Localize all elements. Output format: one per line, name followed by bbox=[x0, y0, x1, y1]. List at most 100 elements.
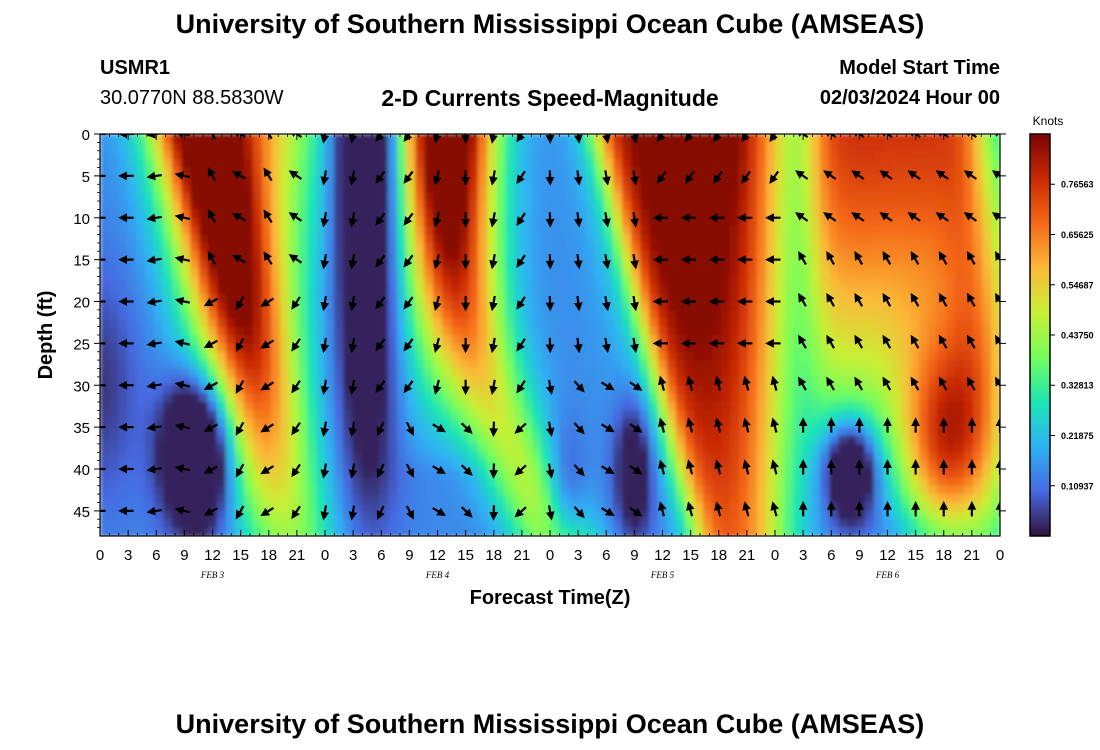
current-arrow bbox=[174, 134, 190, 139]
x-tick-label: 9 bbox=[180, 547, 188, 564]
current-arrow bbox=[405, 421, 414, 436]
station-coords: 30.0770N 88.5830W bbox=[100, 87, 284, 109]
current-arrow bbox=[795, 170, 809, 180]
x-tick-label: 6 bbox=[377, 547, 385, 564]
current-arrow bbox=[516, 170, 526, 185]
current-arrow bbox=[174, 506, 190, 515]
current-arrow bbox=[260, 381, 275, 391]
current-arrow bbox=[291, 421, 301, 436]
current-arrow bbox=[823, 134, 837, 139]
current-arrow bbox=[573, 506, 585, 519]
current-arrow bbox=[403, 296, 414, 310]
current-arrow bbox=[630, 134, 639, 144]
current-arrow bbox=[174, 296, 190, 306]
current-arrow bbox=[375, 254, 386, 268]
current-arrow bbox=[516, 380, 526, 394]
x-tick-label: 9 bbox=[630, 547, 638, 564]
current-arrow bbox=[854, 334, 864, 349]
current-arrow bbox=[146, 381, 162, 390]
current-arrow bbox=[516, 212, 526, 227]
current-arrow bbox=[320, 212, 330, 228]
current-arrow bbox=[260, 339, 275, 349]
chart-subtitle: 2-D Currents Speed-Magnitude bbox=[381, 85, 719, 111]
current-arrow bbox=[995, 334, 1000, 346]
current-arrow bbox=[770, 501, 779, 517]
day-label: FEB 6 bbox=[875, 570, 900, 580]
y-tick-label: 0 bbox=[82, 127, 90, 144]
colorbar-ticks: 0.76563 0.65625 0.54687 0.43750 0.32813 0.218… bbox=[1050, 180, 1094, 491]
current-arrow bbox=[938, 251, 948, 265]
current-arrow bbox=[798, 251, 807, 265]
current-arrow bbox=[432, 254, 442, 270]
current-arrow bbox=[545, 421, 555, 437]
x-tick-label: 15 bbox=[907, 547, 924, 564]
current-arrow bbox=[963, 170, 978, 180]
colorbar-tick-label: 0.54687 bbox=[1061, 280, 1094, 290]
current-arrow bbox=[657, 375, 667, 391]
current-arrow bbox=[714, 375, 723, 391]
current-arrow bbox=[489, 254, 498, 270]
current-arrow bbox=[795, 212, 809, 222]
x-tick-label: 6 bbox=[602, 547, 610, 564]
current-arrow bbox=[573, 295, 583, 312]
current-arrow bbox=[826, 334, 835, 349]
current-arrow bbox=[963, 134, 978, 139]
current-arrow bbox=[686, 459, 695, 475]
current-arrow bbox=[545, 505, 555, 521]
current-arrow bbox=[260, 423, 275, 433]
current-arrow bbox=[826, 292, 835, 307]
current-arrow bbox=[348, 212, 358, 228]
current-arrow bbox=[288, 134, 303, 138]
current-arrow bbox=[403, 170, 414, 184]
current-arrow bbox=[432, 465, 446, 475]
current-arrow bbox=[714, 417, 723, 433]
x-tick-label: 6 bbox=[152, 547, 160, 564]
current-arrow bbox=[851, 134, 865, 139]
current-arrow bbox=[910, 292, 920, 307]
station-name: USMR1 bbox=[100, 57, 171, 79]
current-arrow bbox=[602, 295, 611, 312]
current-arrow bbox=[432, 507, 446, 516]
current-arrow bbox=[938, 292, 948, 307]
current-arrow bbox=[288, 170, 303, 180]
x-tick-label: 12 bbox=[204, 547, 221, 564]
current-arrow bbox=[174, 255, 190, 264]
current-arrow bbox=[516, 134, 525, 143]
current-arrow bbox=[174, 171, 190, 180]
current-arrow bbox=[600, 423, 615, 433]
current-arrow bbox=[514, 506, 527, 518]
x-tick-label: 21 bbox=[289, 547, 306, 564]
current-arrow bbox=[403, 380, 414, 394]
current-arrow bbox=[741, 170, 751, 184]
current-arrow bbox=[684, 134, 694, 143]
y-tick-label: 40 bbox=[73, 462, 90, 479]
current-arrow bbox=[432, 379, 442, 395]
current-arrow bbox=[260, 297, 275, 307]
current-arrow bbox=[291, 338, 301, 352]
current-arrow bbox=[348, 134, 358, 144]
x-tick-label: 21 bbox=[739, 547, 756, 564]
current-arrow bbox=[545, 379, 555, 395]
current-arrow bbox=[935, 134, 949, 139]
x-tick-label: 21 bbox=[964, 547, 981, 564]
current-arrow bbox=[460, 422, 473, 435]
current-arrow bbox=[938, 334, 948, 349]
current-arrow bbox=[714, 459, 723, 475]
x-tick-label: 15 bbox=[682, 547, 699, 564]
current-arrow bbox=[798, 292, 807, 307]
current-arrow bbox=[432, 212, 442, 228]
current-arrow bbox=[375, 338, 386, 352]
current-arrow bbox=[600, 507, 615, 516]
current-arrow bbox=[207, 167, 217, 182]
current-arrow bbox=[291, 380, 301, 394]
current-arrow bbox=[879, 134, 893, 139]
current-arrow bbox=[741, 134, 750, 143]
current-arrow bbox=[489, 134, 498, 144]
current-arrow bbox=[630, 170, 639, 186]
current-arrow bbox=[573, 254, 583, 270]
current-arrow bbox=[630, 212, 639, 228]
current-arrow bbox=[460, 464, 473, 476]
current-arrow bbox=[516, 296, 526, 310]
day-label: FEB 3 bbox=[200, 570, 225, 580]
